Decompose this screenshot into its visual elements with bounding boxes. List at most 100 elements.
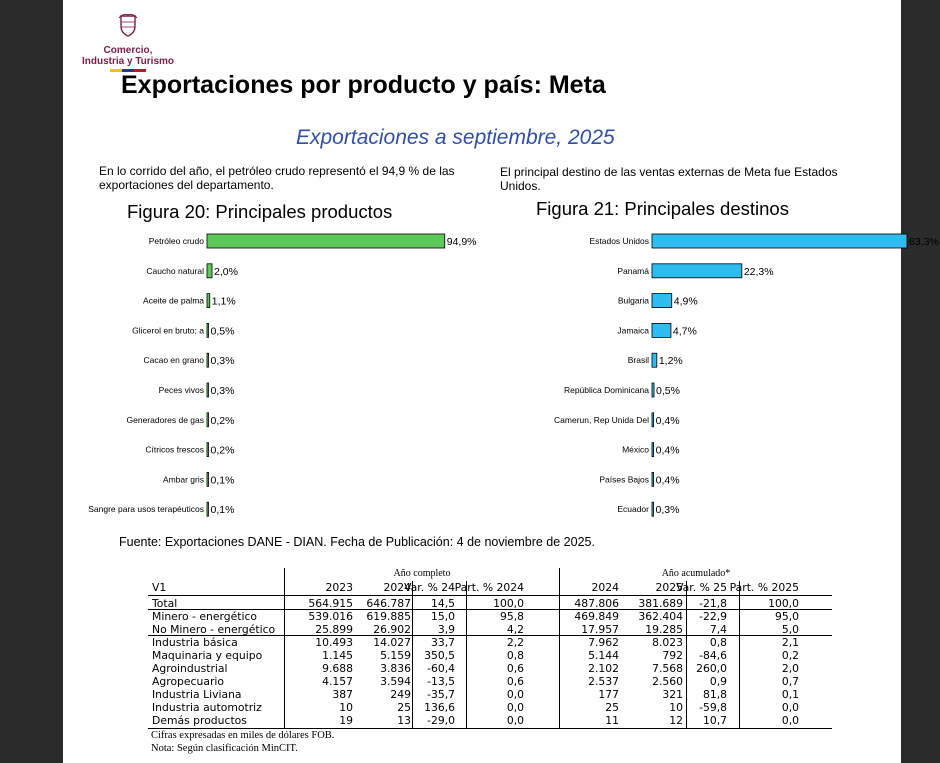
table-cell: 3.594 [380, 675, 411, 688]
table-cell: 646.787 [366, 597, 411, 610]
table-cell: 7,4 [709, 623, 727, 636]
table-cell: 11 [605, 714, 619, 727]
table-cell: 4,2 [506, 623, 524, 636]
table-cell: 14,5 [430, 597, 455, 610]
table-cell: 0,6 [506, 675, 524, 688]
bar [651, 352, 658, 368]
table-row: Industria básica 10.493 14.027 33,7 2,2 7.962… [148, 636, 832, 649]
value-label: 0,5% [656, 385, 680, 397]
table-cell: Minero - energético [152, 610, 258, 623]
table-cell: 2023 [325, 581, 353, 594]
value-label: 1,2% [659, 355, 683, 367]
table-column-rule [739, 581, 740, 728]
category-label: Bulgaria [618, 296, 649, 306]
table-cell: 0,1 [781, 688, 799, 701]
products-bar-chart: Petróleo crudo 94,9% Caucho natural 2,0% Ace… [88, 233, 477, 517]
table-rule [148, 635, 832, 636]
table-row: Industria Liviana 387 249 -35,7 0,0 177 321 81,… [148, 688, 832, 701]
table-cell: 0,8 [506, 649, 524, 662]
table-cell: 25.899 [315, 623, 353, 636]
table-rule [148, 728, 832, 729]
table-cell: 0,0 [506, 701, 524, 714]
table-cell: 564.915 [308, 597, 353, 610]
table-cell: Var. % 24 [404, 581, 455, 594]
table-cell: 10 [339, 701, 353, 714]
value-label: 0,1% [211, 504, 235, 516]
table-cell: Agroindustrial [152, 662, 228, 675]
table-row: Agropecuario 4.157 3.594 -13,5 0,6 2.537 2.560… [148, 675, 832, 688]
table-cell: 81,8 [702, 688, 727, 701]
bar [206, 263, 213, 279]
bar [206, 293, 211, 308]
figure-20-title: Figura 20: Principales productos [127, 201, 393, 222]
value-label: 0,3% [211, 385, 235, 397]
table-rule [148, 595, 832, 596]
table-cell: 12 [669, 714, 683, 727]
bar [651, 442, 655, 458]
table-cell: 321 [662, 688, 683, 701]
bar [206, 382, 209, 398]
table-cell: 19.285 [645, 623, 683, 636]
bar [651, 263, 743, 279]
bar [206, 352, 209, 368]
category-label: Brasil [628, 355, 649, 365]
value-label: 0,4% [656, 415, 680, 427]
table-classification-note: Nota: Según clasificación MinCIT. [151, 743, 298, 754]
bar [206, 471, 209, 487]
table-cell: 25 [397, 701, 411, 714]
value-label: 0,4% [656, 445, 680, 457]
table-cell: 19 [339, 714, 353, 727]
table-column-rule [466, 581, 467, 728]
table-cell: 14.027 [373, 636, 411, 649]
table-cell: 26.902 [373, 623, 411, 636]
value-label: 4,9% [674, 296, 698, 308]
category-label: Aceite de palma [143, 296, 204, 306]
coat-of-arms-icon [118, 13, 138, 37]
table-cell: 387 [332, 688, 353, 701]
table-cell: -59,8 [699, 701, 727, 714]
bar [206, 412, 209, 428]
bar [206, 323, 209, 338]
table-cell: 2.537 [588, 675, 619, 688]
table-cell: Var. % 25 [676, 581, 727, 594]
table-cell: Industria automotriz [152, 701, 262, 714]
category-label: Cítricos frescos [145, 445, 204, 455]
table-cell: Maquinaria y equipo [152, 649, 263, 662]
table-cell: 3,9 [437, 623, 455, 636]
table-cell: 1.145 [322, 649, 353, 662]
value-label: 4,7% [673, 325, 697, 337]
category-label: México [622, 445, 649, 455]
table-cell: 0,2 [781, 649, 799, 662]
table-cell: 25 [605, 701, 619, 714]
table-cell: 539.016 [308, 610, 353, 623]
bar [206, 233, 446, 249]
table-cell: 0,7 [781, 675, 799, 688]
category-label: Panamá [617, 266, 649, 276]
table-rule [148, 609, 832, 610]
bar [651, 412, 655, 428]
category-label: Ecuador [617, 504, 649, 514]
flag-blue [122, 69, 134, 72]
bar [206, 442, 209, 458]
table-cell: 2025 [655, 581, 683, 594]
table-cell: 7.962 [588, 636, 619, 649]
table-cell: 0,9 [709, 675, 727, 688]
value-label: 2,0% [214, 266, 238, 278]
value-label: 0,4% [656, 474, 680, 486]
ministry-logo: Comercio, Industria y Turismo [73, 12, 183, 72]
table-cell: -84,6 [699, 649, 727, 662]
table-cell: 2,1 [781, 636, 799, 649]
table-cell: 15,0 [430, 610, 455, 623]
category-label: Peces vivos [159, 385, 204, 395]
bar [651, 233, 908, 249]
table-cell: 100,0 [768, 597, 799, 610]
table-cell: 100,0 [493, 597, 524, 610]
table-cell: -13,5 [427, 675, 455, 688]
table-cell: 5,0 [781, 623, 799, 636]
table-cell: -35,7 [427, 688, 455, 701]
flag-stripe [110, 69, 146, 72]
value-label: 0,1% [211, 474, 235, 486]
flag-red [134, 69, 146, 72]
table-cell: 0,8 [709, 636, 727, 649]
category-label: República Dominicana [564, 385, 649, 395]
